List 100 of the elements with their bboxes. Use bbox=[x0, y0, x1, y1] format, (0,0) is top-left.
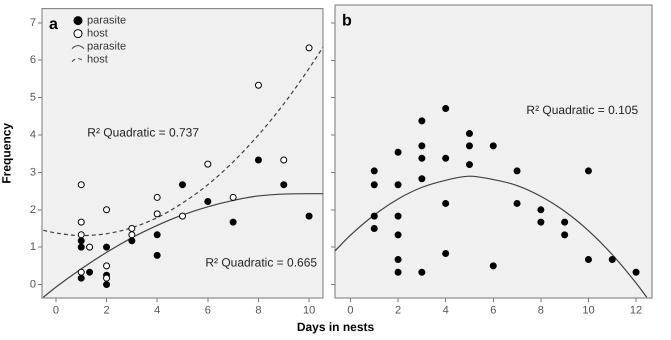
point bbox=[514, 200, 521, 207]
line-series bbox=[42, 193, 323, 298]
point bbox=[442, 154, 450, 162]
point bbox=[280, 181, 288, 188]
point bbox=[78, 244, 85, 251]
point bbox=[370, 167, 378, 174]
point bbox=[394, 268, 402, 276]
point bbox=[561, 218, 568, 226]
point bbox=[154, 252, 161, 259]
point bbox=[128, 237, 136, 244]
point bbox=[103, 274, 110, 282]
point bbox=[584, 167, 592, 174]
y-axis-title: Frequency bbox=[0, 122, 14, 184]
x-tick-label: 12 bbox=[630, 304, 642, 317]
point bbox=[103, 262, 110, 270]
point bbox=[306, 212, 313, 220]
legend-label: parasite bbox=[87, 40, 126, 53]
x-tick-label: 10 bbox=[302, 304, 316, 317]
y-tick-label: 4 bbox=[30, 129, 36, 142]
point bbox=[584, 256, 592, 264]
point bbox=[418, 154, 426, 162]
point bbox=[514, 167, 521, 174]
point bbox=[394, 212, 402, 220]
point bbox=[78, 231, 85, 238]
point bbox=[230, 218, 237, 226]
annotation: R² Quadratic = 0.105 bbox=[526, 102, 638, 117]
y-tick-label: 2 bbox=[30, 204, 36, 216]
x-tick-label: 8 bbox=[255, 304, 262, 317]
x-tick-label: 6 bbox=[204, 304, 211, 317]
y-tick-label: 0 bbox=[30, 278, 36, 291]
x-tick-label: 4 bbox=[442, 304, 449, 317]
point bbox=[78, 268, 85, 276]
x-axis-title: Days in nests bbox=[296, 320, 376, 334]
point bbox=[394, 181, 402, 188]
point bbox=[608, 256, 616, 264]
point bbox=[466, 142, 473, 150]
point bbox=[204, 198, 212, 206]
point bbox=[103, 206, 110, 214]
text: b bbox=[342, 12, 352, 30]
legend-label: parasite bbox=[87, 14, 126, 27]
point bbox=[466, 161, 473, 168]
point bbox=[280, 156, 288, 164]
point bbox=[179, 212, 186, 220]
point bbox=[394, 148, 402, 156]
chart-title: a bbox=[49, 16, 58, 34]
point bbox=[154, 194, 161, 201]
y-tick-label: 7 bbox=[30, 16, 36, 29]
x-tick-label: 0 bbox=[52, 304, 59, 317]
x-tick-label: 8 bbox=[538, 304, 544, 317]
point bbox=[230, 194, 237, 201]
point bbox=[418, 268, 426, 276]
point bbox=[370, 224, 378, 232]
y-tick-label: 5 bbox=[30, 92, 36, 104]
x-tick-label: 2 bbox=[395, 304, 402, 317]
point bbox=[442, 200, 450, 207]
point bbox=[394, 256, 402, 264]
point bbox=[128, 231, 136, 238]
legend-label: host bbox=[87, 28, 108, 40]
point bbox=[561, 231, 568, 238]
point bbox=[537, 206, 544, 214]
point bbox=[442, 105, 450, 112]
x-tick-label: 0 bbox=[347, 304, 354, 317]
point bbox=[204, 160, 212, 168]
point bbox=[306, 44, 313, 52]
point bbox=[632, 268, 640, 276]
legend-label: host bbox=[87, 54, 108, 66]
x-tick-label: 2 bbox=[103, 304, 110, 317]
annotation: R² Quadratic = 0.737 bbox=[87, 125, 200, 140]
point bbox=[490, 262, 497, 270]
x-tick-label: 10 bbox=[582, 304, 595, 317]
point bbox=[154, 210, 161, 218]
x-tick-label: 6 bbox=[490, 304, 496, 317]
point bbox=[418, 175, 426, 182]
point bbox=[466, 130, 473, 138]
point bbox=[370, 181, 378, 188]
point bbox=[394, 231, 402, 238]
point bbox=[78, 274, 85, 282]
point bbox=[78, 218, 85, 226]
point bbox=[103, 281, 110, 288]
point bbox=[154, 231, 161, 238]
point bbox=[490, 142, 497, 150]
point bbox=[86, 268, 94, 276]
point bbox=[442, 250, 450, 258]
point bbox=[103, 244, 110, 251]
annotation: R² Quadratic = 0.665 bbox=[205, 256, 318, 270]
point bbox=[537, 218, 544, 226]
point bbox=[418, 142, 426, 150]
y-tick-label: 3 bbox=[30, 166, 36, 178]
y-tick-label: 1 bbox=[30, 241, 36, 254]
x-tick-label: 4 bbox=[154, 304, 160, 317]
point bbox=[370, 212, 378, 220]
point bbox=[254, 82, 262, 89]
point bbox=[179, 181, 186, 188]
point bbox=[86, 244, 94, 251]
y-tick-label: 6 bbox=[30, 54, 36, 66]
point bbox=[418, 117, 426, 124]
point bbox=[128, 224, 136, 232]
point bbox=[78, 181, 85, 188]
point bbox=[78, 237, 85, 244]
point bbox=[254, 156, 262, 164]
